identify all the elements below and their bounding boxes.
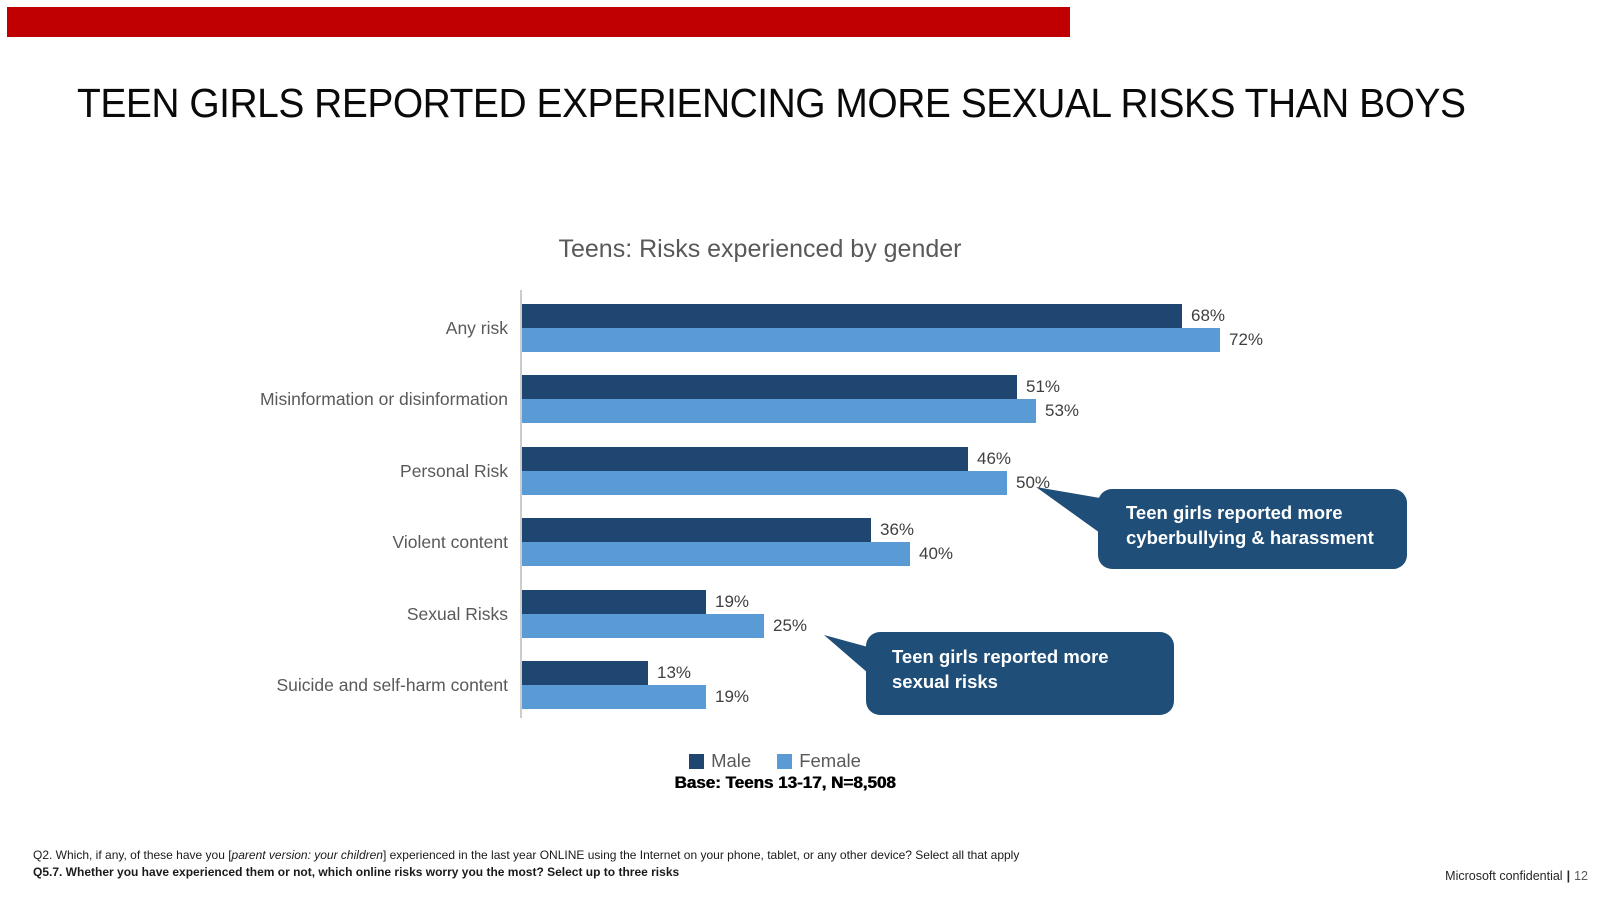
bar-male-1 <box>522 375 1017 399</box>
category-label: Any risk <box>445 318 508 338</box>
category-label: Misinformation or disinformation <box>259 389 508 409</box>
callout-sexual-tail <box>824 635 868 673</box>
base-note: Base: Teens 13-17, N=8,508 <box>674 773 896 792</box>
footer-confidential: Microsoft confidential | 12 <box>1445 869 1588 883</box>
value-label: 36% <box>880 520 915 539</box>
bar-male-0 <box>522 304 1182 328</box>
bar-male-5 <box>522 661 648 685</box>
bar-female-0 <box>522 328 1220 352</box>
slide-title: TEEN GIRLS REPORTED EXPERIENCING MORE SE… <box>77 80 1466 126</box>
value-label: 25% <box>773 616 808 635</box>
legend-item-female: Female <box>777 750 861 772</box>
bar-male-4 <box>522 590 706 614</box>
value-label: 19% <box>715 687 750 706</box>
bar-male-3 <box>522 518 871 542</box>
bar-female-1 <box>522 399 1036 423</box>
chart-axis-line <box>520 290 522 718</box>
page-number: 12 <box>1574 869 1588 883</box>
legend-swatch-male <box>689 753 705 769</box>
category-label: Sexual Risks <box>406 604 508 624</box>
callout-text-line: cyberbullying & harassment <box>1126 527 1374 548</box>
red-accent-bar <box>7 7 1070 37</box>
category-label: Suicide and self-harm content <box>276 675 508 695</box>
value-label: 13% <box>657 663 692 682</box>
callout-text-line: sexual risks <box>892 671 998 692</box>
legend-swatch-female <box>777 753 793 769</box>
value-label: 40% <box>919 544 954 563</box>
value-label: 68% <box>1191 306 1226 325</box>
value-label: 19% <box>715 592 750 611</box>
footnote-q2: Q2. Which, if any, of these have you [pa… <box>33 848 1020 862</box>
category-label: Violent content <box>392 532 508 552</box>
value-label: 50% <box>1016 473 1051 492</box>
legend-label: Male <box>711 750 752 771</box>
bar-female-5 <box>522 685 706 709</box>
footnote-q57: Q5.7. Whether you have experienced them … <box>33 864 680 879</box>
chart-title: Teens: Risks experienced by gender <box>558 235 962 263</box>
bar-female-2 <box>522 471 1007 495</box>
footer-separator: | <box>1566 869 1571 883</box>
value-label: 53% <box>1045 401 1080 420</box>
callout-cyberbullying: Teen girls reported more cyberbullying &… <box>1098 489 1407 569</box>
callout-text-line: Teen girls reported more <box>1126 502 1343 523</box>
callout-cyberbullying-tail <box>1036 487 1100 533</box>
legend-item-male: Male <box>689 750 751 772</box>
value-label: 46% <box>977 449 1012 468</box>
callout-text-line: Teen girls reported more <box>892 646 1109 667</box>
confidential-label: Microsoft confidential <box>1445 869 1563 883</box>
chart-legend: Male Female <box>445 750 1105 772</box>
bar-male-2 <box>522 447 968 471</box>
value-label: 51% <box>1026 377 1061 396</box>
value-label: 72% <box>1229 330 1264 349</box>
bar-female-4 <box>522 614 764 638</box>
category-label: Personal Risk <box>400 461 508 481</box>
bar-female-3 <box>522 542 910 566</box>
callout-sexual: Teen girls reported more sexual risks <box>866 632 1174 715</box>
legend-label: Female <box>799 750 861 771</box>
footnotes: Q2. Which, if any, of these have you [pa… <box>33 847 1019 880</box>
